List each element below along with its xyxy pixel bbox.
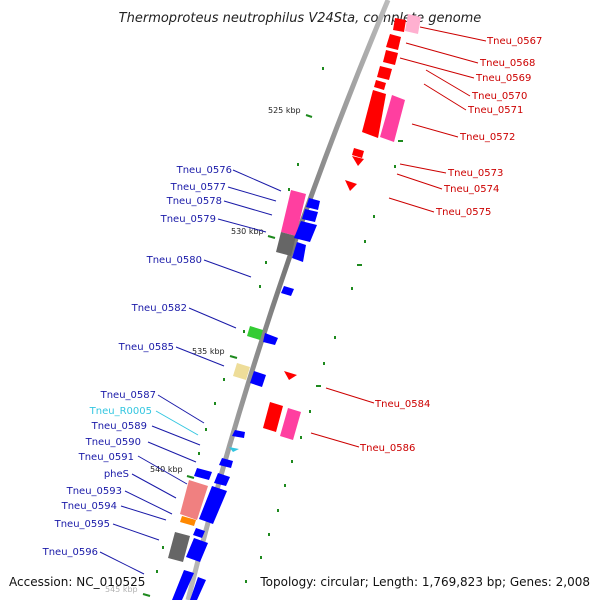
label-tneu-0586[interactable]: Tneu_0586 <box>359 443 415 454</box>
label-tneu-0571[interactable]: Tneu_0571 <box>467 105 523 116</box>
gene-0568[interactable] <box>386 34 401 50</box>
label-tneu-r0005[interactable]: Tneu_R0005 <box>89 406 152 417</box>
gene-r0005[interactable] <box>229 447 239 452</box>
label-tneu-0594[interactable]: Tneu_0594 <box>61 501 117 512</box>
gene-0567b[interactable] <box>405 14 421 34</box>
left-leader-lines <box>99 169 282 575</box>
gene-0572-a[interactable] <box>362 90 386 138</box>
gene-0575[interactable] <box>345 180 357 191</box>
gene-0570[interactable] <box>377 66 392 80</box>
label-tneu-0578[interactable]: Tneu_0578 <box>166 196 222 207</box>
kbp-label-540: 540 kbp <box>150 465 183 474</box>
kbp-label-530: 530 kbp <box>231 227 264 236</box>
label-tneu-0567[interactable]: Tneu_0567 <box>486 36 542 47</box>
label-tneu-0593[interactable]: Tneu_0593 <box>66 486 122 497</box>
gene-0589[interactable] <box>219 458 233 468</box>
label-tneu-0575[interactable]: Tneu_0575 <box>435 207 491 218</box>
outer-dots <box>245 140 403 583</box>
label-tneu-0570[interactable]: Tneu_0570 <box>471 91 527 102</box>
label-tneu-0582[interactable]: Tneu_0582 <box>131 303 187 314</box>
label-tneu-0589[interactable]: Tneu_0589 <box>91 421 147 432</box>
gene-0569[interactable] <box>383 50 398 65</box>
label-tneu-0568[interactable]: Tneu_0568 <box>479 58 535 69</box>
gene-0576[interactable] <box>281 190 306 236</box>
label-tneu-0595[interactable]: Tneu_0595 <box>54 519 110 530</box>
label-phes[interactable]: pheS <box>104 469 129 480</box>
gene-phes-b[interactable] <box>199 486 227 524</box>
label-tneu-0579[interactable]: Tneu_0579 <box>160 214 216 225</box>
accession-text: Accession: NC_010525 <box>9 575 145 589</box>
right-gene-labels: Tneu_0567 Tneu_0568 Tneu_0569 Tneu_0570 … <box>359 36 542 454</box>
forward-strand-genes <box>168 190 320 600</box>
gene-0572-b[interactable] <box>380 95 405 142</box>
reverse-strand-genes <box>263 14 421 440</box>
gene-0590[interactable] <box>194 468 212 480</box>
gene-0585-a[interactable] <box>233 363 250 380</box>
gene-0574[interactable] <box>352 156 364 166</box>
gene-0584[interactable] <box>284 371 297 380</box>
scale-ticks <box>142 114 313 597</box>
gene-0571[interactable] <box>374 80 386 90</box>
topology-summary: Topology: circular; Length: 1,769,823 bp… <box>259 575 590 589</box>
label-tneu-0585[interactable]: Tneu_0585 <box>118 342 174 353</box>
label-tneu-0569[interactable]: Tneu_0569 <box>475 73 531 84</box>
gene-0595-a[interactable] <box>193 528 205 538</box>
gene-0591[interactable] <box>214 473 230 486</box>
label-tneu-0590[interactable]: Tneu_0590 <box>85 437 141 448</box>
label-tneu-0572[interactable]: Tneu_0572 <box>459 132 515 143</box>
gene-0573[interactable] <box>352 148 364 158</box>
gene-0595-b[interactable] <box>168 532 190 562</box>
gene-0580[interactable] <box>281 286 294 296</box>
label-tneu-0596[interactable]: Tneu_0596 <box>42 547 98 558</box>
inner-dots <box>156 67 324 573</box>
left-gene-labels: Tneu_0576 Tneu_0577 Tneu_0578 Tneu_0579 … <box>42 165 232 558</box>
kbp-label-545: 545 kbp <box>105 585 138 594</box>
gene-0578[interactable] <box>302 209 318 222</box>
label-tneu-0573[interactable]: Tneu_0573 <box>447 168 503 179</box>
gene-0579[interactable] <box>276 232 296 256</box>
rna-leader-line <box>155 410 199 436</box>
gene-0596-b[interactable] <box>190 577 206 600</box>
gene-phes-a[interactable] <box>180 480 208 520</box>
right-leader-lines <box>310 26 487 448</box>
gene-0586-b[interactable] <box>280 408 301 440</box>
gene-0596-a[interactable] <box>172 570 194 600</box>
label-tneu-0577[interactable]: Tneu_0577 <box>170 182 226 193</box>
gene-0587[interactable] <box>232 430 245 438</box>
label-tneu-0580[interactable]: Tneu_0580 <box>146 255 202 266</box>
gene-0595-c[interactable] <box>186 538 208 562</box>
label-tneu-0574[interactable]: Tneu_0574 <box>443 184 499 195</box>
gene-0594[interactable] <box>180 516 196 526</box>
gene-0582-b[interactable] <box>263 333 278 345</box>
gene-0579c[interactable] <box>292 242 306 262</box>
label-tneu-0587[interactable]: Tneu_0587 <box>100 390 156 401</box>
kbp-label-525: 525 kbp <box>268 106 301 115</box>
label-tneu-0591[interactable]: Tneu_0591 <box>78 452 134 463</box>
label-tneu-0584[interactable]: Tneu_0584 <box>374 399 430 410</box>
gene-0567[interactable] <box>393 18 406 32</box>
gene-0585-b[interactable] <box>250 371 266 387</box>
gene-0579b[interactable] <box>294 221 317 242</box>
kbp-label-535: 535 kbp <box>192 347 225 356</box>
gene-0582-a[interactable] <box>247 326 263 340</box>
map-title: Thermoproteus neutrophilus V24Sta, compl… <box>119 11 482 26</box>
label-tneu-0576[interactable]: Tneu_0576 <box>176 165 232 176</box>
gene-0586-a[interactable] <box>263 402 283 432</box>
gene-0577[interactable] <box>306 198 320 210</box>
